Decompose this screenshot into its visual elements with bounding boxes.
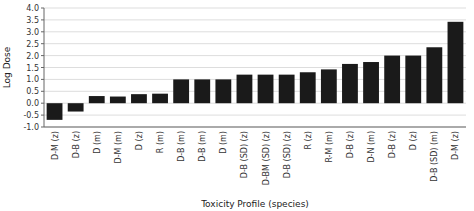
- grid-line: [44, 127, 466, 128]
- x-tick-label: D-B (z): [388, 131, 397, 158]
- x-tick-label: R-M (m): [325, 131, 334, 163]
- x-axis-label: Toxicity Profile (species): [200, 199, 309, 209]
- bar: [215, 79, 231, 103]
- bar: [426, 47, 442, 103]
- y-tick-label: 0.5: [26, 87, 39, 96]
- grid-line: [44, 55, 466, 56]
- x-tick-label: D-B (SD) (z): [283, 131, 292, 178]
- bars: [47, 22, 464, 120]
- bar: [131, 94, 147, 103]
- x-tick-label: D-B (m): [198, 131, 207, 162]
- x-axis-line: [44, 127, 466, 128]
- bar: [405, 56, 421, 104]
- y-tick-label: 2.0: [26, 52, 39, 61]
- x-tick-label: R (m): [156, 131, 165, 153]
- bar: [384, 56, 400, 104]
- bar: [237, 75, 253, 104]
- y-tick-label: 4.0: [26, 4, 39, 13]
- y-tick-label: 3.5: [26, 16, 39, 25]
- y-axis-label: Log Dose: [2, 46, 12, 88]
- x-tick-label: D (m): [93, 131, 102, 154]
- x-tick-label: R (z): [304, 131, 313, 150]
- y-tick-label: 1.0: [26, 75, 39, 84]
- grid-line: [44, 31, 466, 32]
- bar: [363, 62, 379, 103]
- y-grid: [44, 8, 466, 127]
- bar: [89, 96, 105, 103]
- y-tick-label: -0.5: [23, 111, 39, 120]
- bar: [279, 75, 295, 104]
- y-axis-line: [44, 8, 45, 127]
- grid-line: [44, 67, 466, 68]
- grid-line: [44, 91, 466, 92]
- x-tick-label: D (m): [219, 131, 228, 154]
- chart: -1.0 -0.5 0.0 0.5 1.0 1.5 2.0 2.5 3.0 3.5 4.0 D-M (…: [0, 0, 474, 211]
- bar: [152, 94, 168, 104]
- x-tick-label: D-N (m): [367, 131, 376, 163]
- x-ticks: D-M (z) D-B (z) D (m) D-M (m) D (z) R (m) D-B …: [51, 131, 461, 185]
- x-tick-label: D-B (m): [177, 131, 186, 162]
- x-tick-label: D-M (m): [114, 131, 123, 164]
- grid-line: [44, 19, 466, 20]
- x-tick-label: D-M (z): [451, 131, 460, 160]
- x-tick-label: D (z): [135, 131, 144, 150]
- y-tick-label: 1.5: [26, 64, 39, 73]
- bar: [321, 69, 337, 103]
- y-tick-label: 2.5: [26, 40, 39, 49]
- bar: [173, 79, 189, 103]
- grid-line: [44, 43, 466, 44]
- bar: [68, 103, 84, 111]
- grid-line: [44, 103, 466, 104]
- x-tick-label: D-B (z): [346, 131, 355, 158]
- bar: [258, 75, 274, 104]
- x-tick-label: D (z): [409, 131, 418, 150]
- y-tick-label: 3.0: [26, 28, 39, 37]
- bar: [448, 22, 464, 103]
- bar: [194, 79, 210, 103]
- y-tick-label: -1.0: [23, 123, 39, 132]
- x-tick-label: D-B (z): [72, 131, 81, 158]
- bar: [300, 72, 316, 103]
- x-tick-label: D-B (SD) (z): [240, 131, 249, 178]
- x-tick-label: D-M (z): [51, 131, 60, 160]
- x-tick-label: D-BM (SD) (z): [262, 131, 271, 185]
- bar: [110, 97, 126, 104]
- grid-line: [44, 8, 466, 9]
- grid-line: [44, 79, 466, 80]
- x-tick-label: D-B (SD) (m): [430, 131, 439, 182]
- y-ticks: -1.0 -0.5 0.0 0.5 1.0 1.5 2.0 2.5 3.0 3.5 4.0: [23, 4, 44, 132]
- grid-line: [44, 115, 466, 116]
- bar: [342, 64, 358, 103]
- y-tick-label: 0.0: [26, 99, 39, 108]
- bar: [47, 103, 63, 120]
